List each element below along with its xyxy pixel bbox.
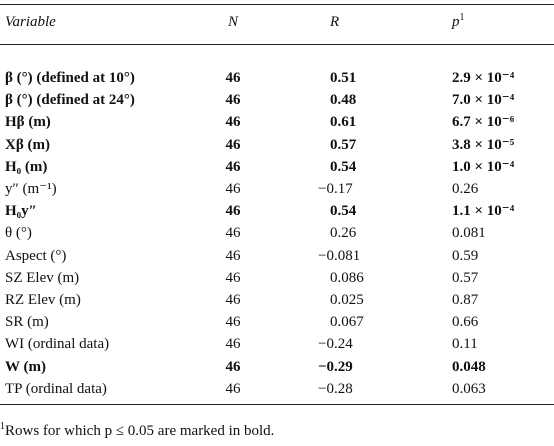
value-cell: 0.48 (330, 92, 357, 109)
value-cell: 0.048 (452, 358, 486, 375)
value-cell: 0.086 (330, 269, 364, 286)
value-cell: −0.24 (318, 336, 353, 353)
value-cell: 3.8 × 10⁻⁵ (452, 136, 515, 153)
value-cell: 46 (225, 225, 241, 242)
variable-cell: TP (ordinal data) (5, 380, 107, 397)
header-cell: R (330, 14, 340, 30)
value-cell: 46 (225, 269, 241, 286)
variable-cell: Hβ (m) (5, 114, 51, 131)
value-cell: 0.54 (330, 158, 357, 175)
value-cell: 2.9 × 10⁻⁴ (452, 70, 515, 86)
value-cell: 0.063 (452, 380, 486, 397)
header-rule (0, 44, 554, 45)
footnote: 1Rows for which p ≤ 0.05 are marked in b… (0, 422, 274, 440)
value-cell: 0.11 (452, 336, 478, 353)
value-cell: 0.067 (330, 314, 364, 331)
value-cell: 0.59 (452, 247, 479, 264)
value-cell: −0.081 (318, 247, 361, 264)
value-cell: 6.7 × 10⁻⁶ (452, 114, 515, 131)
value-cell: 46 (225, 358, 241, 375)
value-cell: 46 (225, 380, 241, 397)
value-cell: 46 (225, 247, 241, 264)
footnote-mark: 1 (0, 421, 5, 432)
value-cell: 0.26 (330, 225, 357, 242)
value-cell: 0.57 (330, 136, 357, 153)
value-cell: 46 (225, 136, 241, 153)
value-cell: 46 (225, 314, 241, 331)
value-cell: 46 (225, 203, 241, 220)
variable-cell: y″ (m⁻¹) (5, 181, 57, 197)
variable-cell: Aspect (°) (5, 247, 67, 264)
value-cell: 0.87 (452, 292, 479, 308)
variable-cell: SZ Elev (m) (5, 269, 80, 286)
value-cell: 46 (225, 158, 241, 175)
value-cell: 0.57 (452, 269, 479, 286)
header-cell: p1 (452, 12, 465, 31)
variable-cell: β (°) (defined at 24°) (5, 92, 135, 109)
header-cell: N (227, 14, 238, 30)
bottom-rule (0, 404, 554, 405)
variable-cell: H₀ (m) (5, 158, 48, 175)
header-cell: Variable (5, 14, 56, 30)
variable-cell: WI (ordinal data) (5, 336, 110, 353)
value-cell: 0.51 (330, 70, 357, 86)
header-note-mark: 1 (459, 12, 465, 23)
value-cell: 46 (225, 181, 241, 197)
variable-cell: θ (°) (5, 225, 32, 242)
variable-cell: RZ Elev (m) (5, 292, 81, 308)
value-cell: 0.26 (452, 181, 479, 197)
value-cell: 46 (225, 114, 241, 131)
variable-cell: Xβ (m) (5, 136, 50, 153)
value-cell: 46 (225, 292, 241, 308)
value-cell: 0.66 (452, 314, 479, 331)
value-cell: 1.1 × 10⁻⁴ (452, 203, 515, 220)
value-cell: 1.0 × 10⁻⁴ (452, 158, 515, 175)
footnote-text: Rows for which p ≤ 0.05 are marked in bo… (5, 423, 275, 439)
value-cell: −0.28 (318, 380, 353, 397)
value-cell: 46 (225, 70, 241, 86)
variable-cell: H₀y″ (5, 203, 37, 220)
value-cell: 0.025 (330, 292, 364, 308)
value-cell: 46 (225, 336, 241, 353)
value-cell: 7.0 × 10⁻⁴ (452, 92, 515, 109)
value-cell: 0.54 (330, 203, 357, 220)
value-cell: −0.29 (318, 358, 353, 375)
value-cell: −0.17 (318, 181, 353, 197)
value-cell: 46 (225, 92, 241, 109)
variable-cell: SR (m) (5, 314, 49, 331)
value-cell: 0.61 (330, 114, 357, 131)
variable-cell: W (m) (5, 358, 46, 375)
variable-cell: β (°) (defined at 10°) (5, 70, 135, 86)
top-rule (0, 4, 554, 5)
value-cell: 0.081 (452, 225, 486, 242)
